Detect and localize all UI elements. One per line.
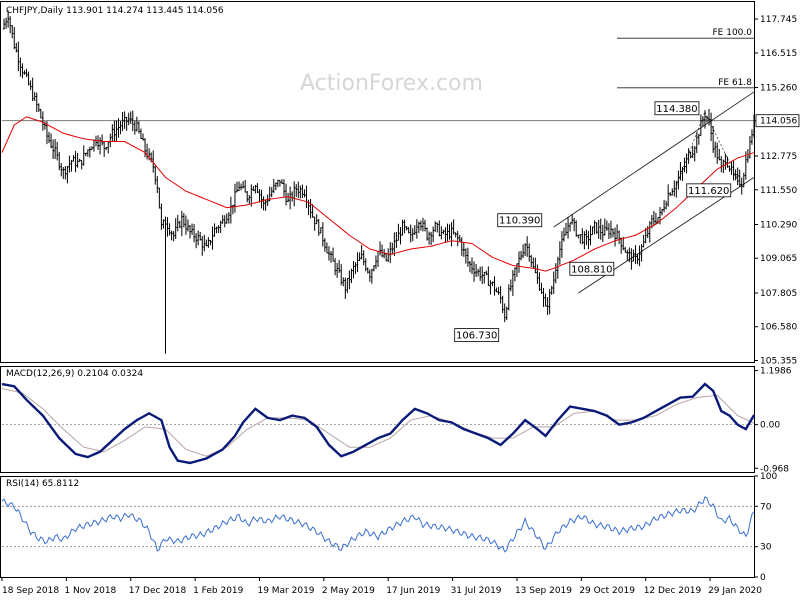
price-tick-label-0: 117.745 (760, 15, 797, 25)
rsi-line (1, 496, 755, 553)
dashed-line-b (704, 111, 743, 189)
annotation-box-1 (686, 183, 732, 198)
annotation-label-3: 108.810 (571, 264, 612, 275)
price-tick-label-5: 111.550 (760, 186, 797, 196)
watermark: ActionForex.com (300, 71, 483, 96)
macd-series-macd (1, 382, 756, 465)
x-tick-label-2: 17 Dec 2018 (129, 586, 187, 596)
macd-tick-label-0: 1.1986 (760, 367, 792, 377)
annotation-label-4: 106.730 (456, 331, 497, 342)
x-tick-label-9: 29 Oct 2019 (579, 586, 635, 596)
price-tick-label-10: 105.355 (760, 356, 797, 366)
panel-frame-3 (0, 476, 755, 578)
price-tick-label-1: 116.515 (760, 49, 797, 59)
x-tick-label-7: 31 Jul 2019 (451, 586, 502, 596)
rsi-tick-label-3: 0 (760, 573, 766, 583)
annotation-label-1: 111.620 (688, 186, 729, 197)
macd-header: MACD(12,26,9) 0.2104 0.0324 (6, 369, 143, 379)
x-tick-label-0: 18 Sep 2018 (2, 586, 59, 596)
x-tick-label-11: 29 Jan 2020 (708, 586, 762, 596)
panel-frame-1 (0, 1, 755, 363)
annotation-box-2 (497, 213, 543, 228)
price-tick-label-3: 114.056 (760, 117, 797, 127)
fe-label-1: FE 61.8 (718, 78, 752, 88)
annotation-box-0 (654, 101, 700, 116)
price-tick-label-4: 112.775 (760, 152, 797, 162)
moving-average-line (1, 116, 755, 272)
x-tick-label-3: 1 Feb 2019 (193, 586, 244, 596)
dashed-line-a (675, 111, 706, 186)
x-tick-label-1: 1 Nov 2018 (64, 586, 116, 596)
rsi-tick-label-0: 100 (760, 472, 777, 482)
x-tick-label-4: 19 Mar 2019 (257, 586, 314, 596)
price-tick-label-7: 109.065 (760, 254, 797, 264)
annotation-label-0: 114.380 (656, 104, 697, 115)
panel-frame-2 (0, 366, 755, 473)
price-header: CHFJPY,Daily 113.901 114.274 113.445 114… (6, 6, 224, 16)
annotation-box-3 (569, 261, 615, 276)
x-tick-label-6: 17 Jun 2019 (386, 586, 440, 596)
macd-series-signal (1, 388, 755, 457)
annotation-box-4 (454, 328, 500, 342)
x-tick-label-8: 13 Sep 2019 (515, 586, 572, 596)
rsi-header: RSI(14) 65.8112 (6, 479, 79, 489)
annotation-label-2: 110.390 (499, 216, 540, 227)
current-price-box (755, 114, 800, 128)
price-tick-label-6: 110.290 (760, 220, 797, 230)
price-tick-label-9: 106.580 (760, 323, 797, 333)
price-tick-label-2: 115.260 (760, 84, 797, 94)
x-tick-label-5: 2 May 2019 (322, 586, 375, 596)
x-tick-label-10: 12 Dec 2019 (644, 586, 702, 596)
channel-line-0 (553, 91, 755, 228)
rsi-tick-label-2: 30 (760, 543, 772, 553)
macd-tick-label-1: 0.00 (760, 421, 780, 431)
price-tick-label-8: 107.805 (760, 289, 797, 299)
fe-label-0: FE 100.0 (713, 28, 753, 38)
rsi-tick-label-1: 70 (760, 502, 772, 512)
macd-tick-label-2: -0.968 (760, 464, 789, 474)
